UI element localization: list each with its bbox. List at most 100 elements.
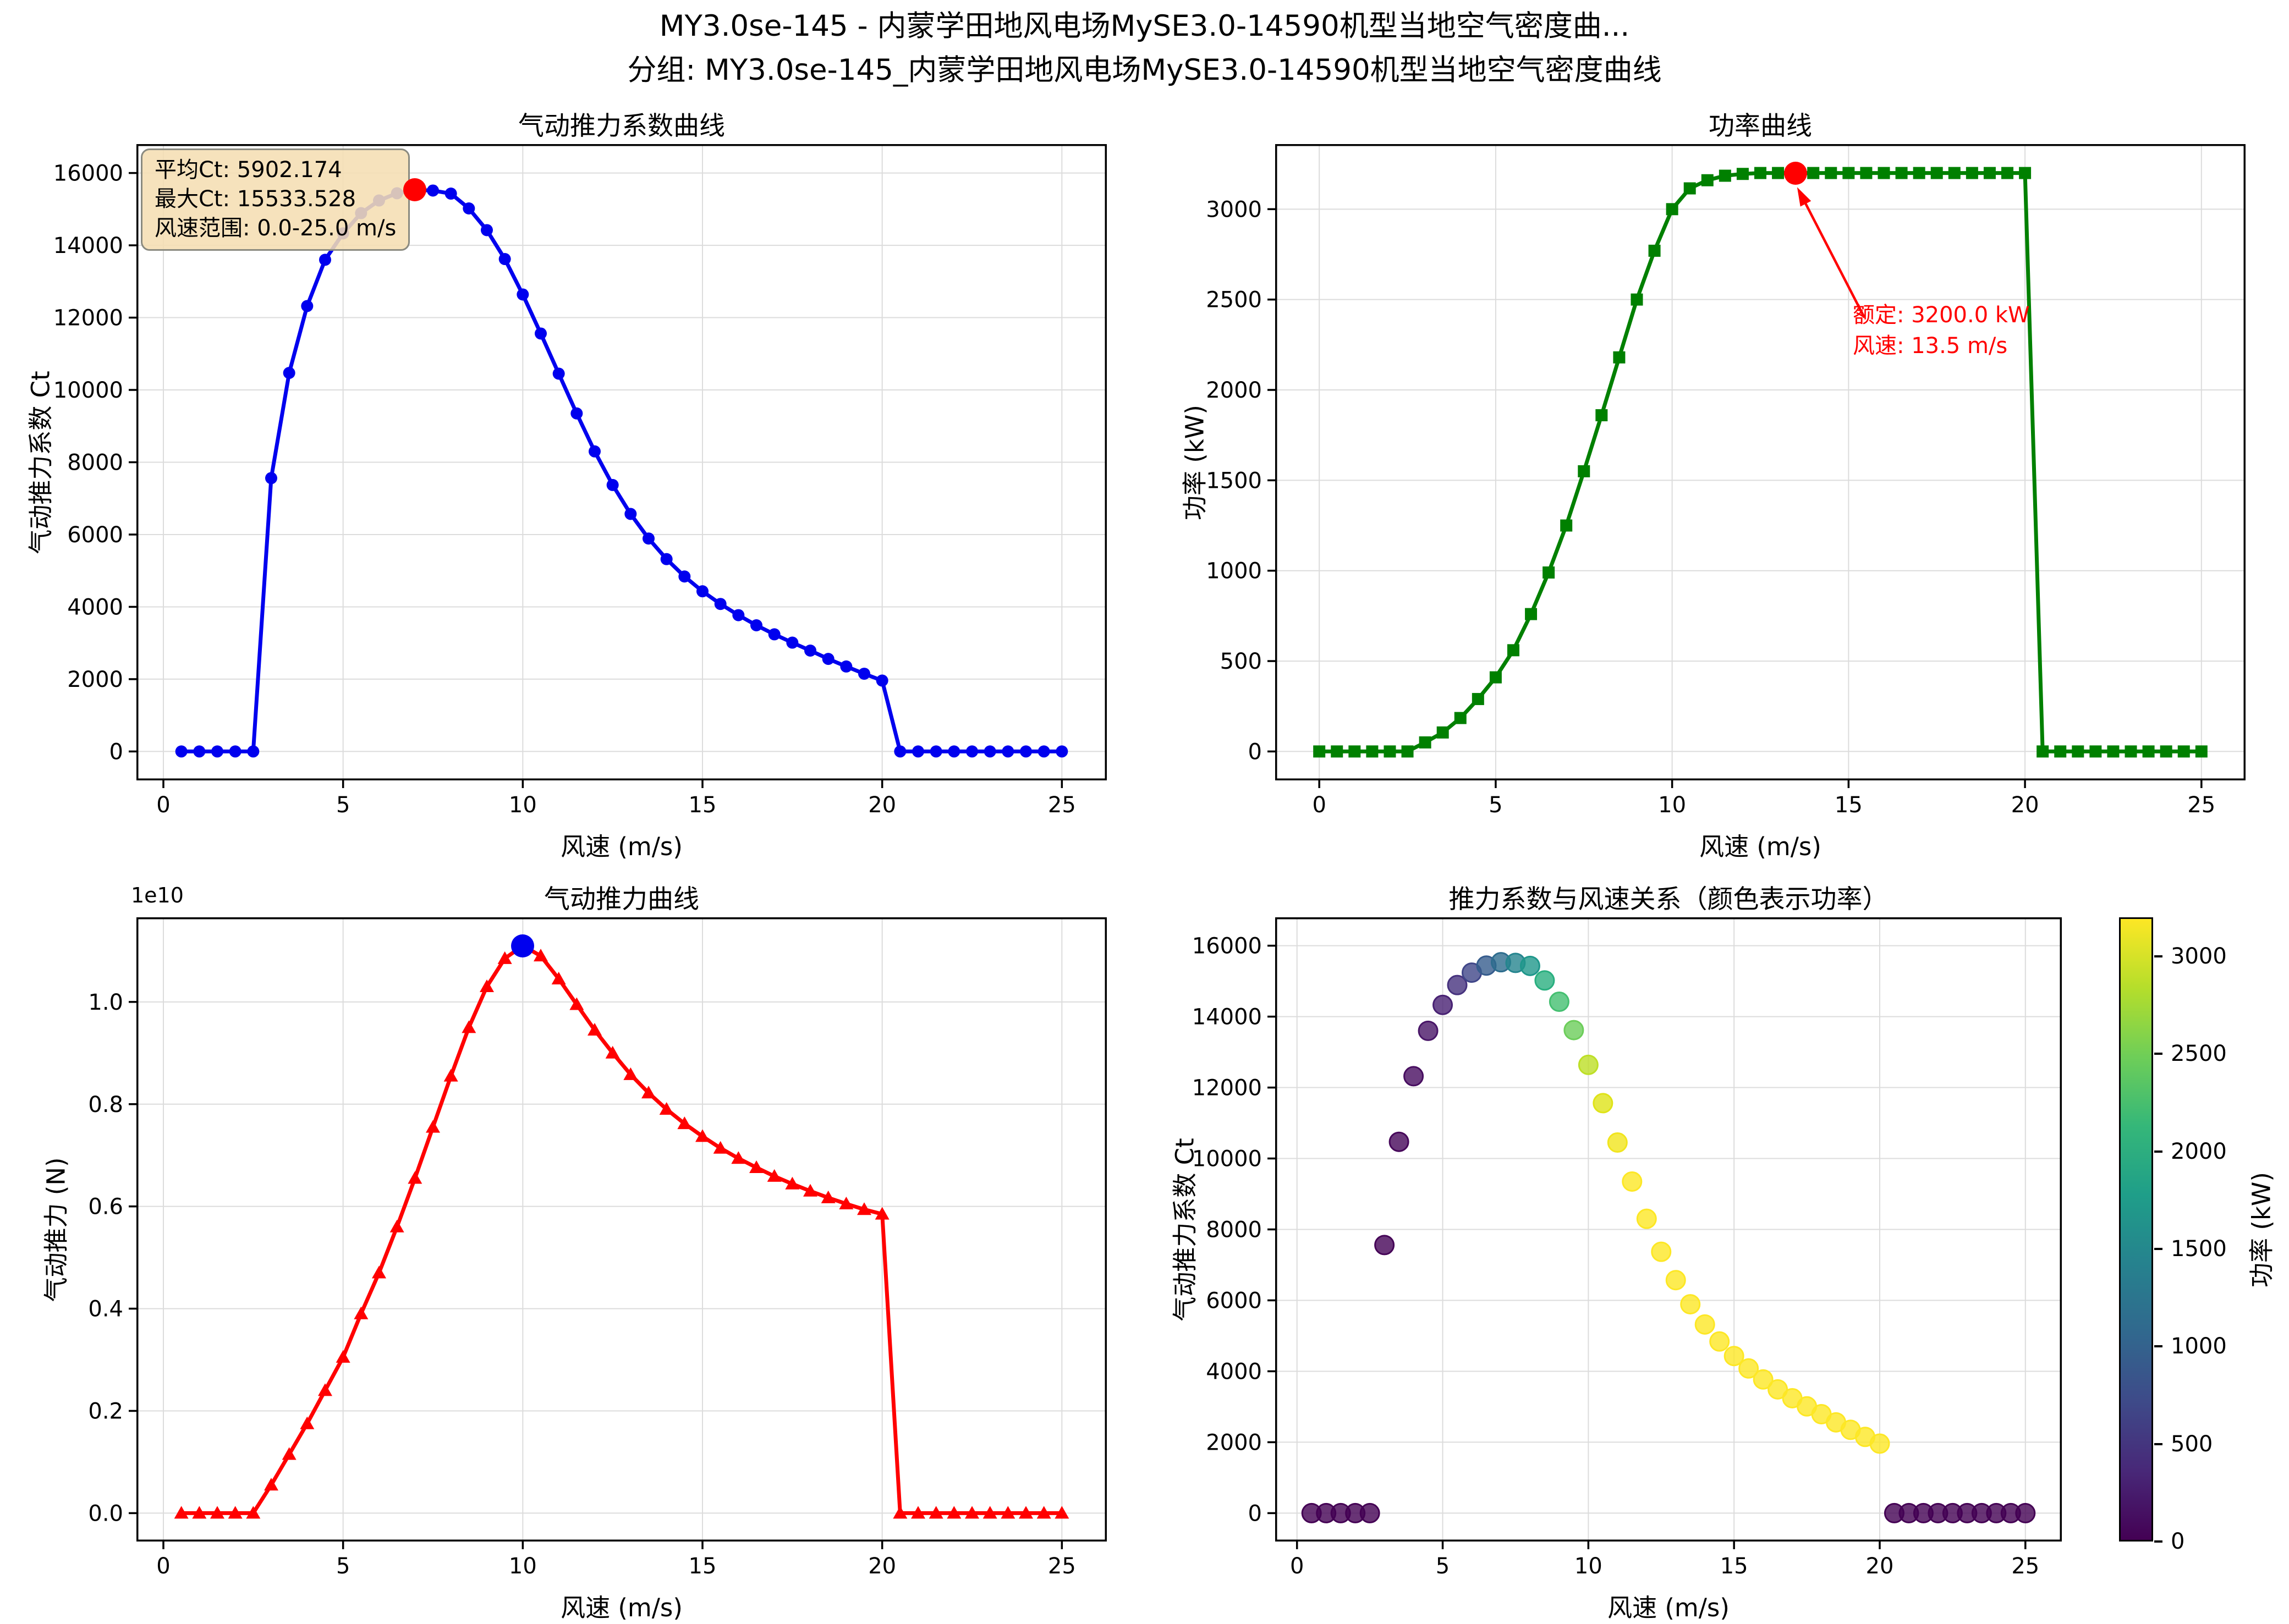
svg-text:0: 0 <box>1248 1501 1262 1526</box>
svg-text:25: 25 <box>2187 792 2215 818</box>
y-axis-label: 功率 (kW) <box>1180 404 1210 520</box>
stats-annotation-box: 平均Ct: 5902.174 最大Ct: 15533.528 风速范围: 0.0… <box>141 148 410 251</box>
colorbar-tick-label: 2500 <box>2171 1041 2227 1067</box>
rated-wind-text: 风速: 13.5 m/s <box>1853 333 2008 359</box>
svg-text:6000: 6000 <box>67 522 123 548</box>
svg-text:0: 0 <box>1248 739 1262 764</box>
y-axis-label: 气动推力系数 Ct <box>26 370 56 554</box>
colorbar-tick <box>2154 1053 2162 1055</box>
svg-text:4000: 4000 <box>1206 1359 1262 1384</box>
rated-power-annotation: 额定: 3200.0 kW 风速: 13.5 m/s <box>1853 300 2030 361</box>
svg-text:10: 10 <box>509 792 537 818</box>
svg-text:2000: 2000 <box>67 667 123 692</box>
svg-text:20: 20 <box>868 792 896 818</box>
subplot-thrust-curve: 气动推力曲线 气动推力 (N) 风速 (m/s) 1e10 0 5 10 15 20 25… <box>42 883 1107 1622</box>
colorbar-tick <box>2154 955 2162 957</box>
stats-max-ct: 最大Ct: 15533.528 <box>155 186 356 212</box>
subplot-title: 气动推力曲线 <box>544 884 699 915</box>
svg-text:0: 0 <box>1290 1554 1304 1579</box>
colorbar-label: 功率 (kW) <box>2247 1171 2276 1287</box>
svg-text:0: 0 <box>1312 792 1326 818</box>
svg-text:0: 0 <box>156 1554 170 1579</box>
svg-text:10000: 10000 <box>53 378 123 403</box>
max-ct-marker <box>403 178 427 202</box>
svg-text:12000: 12000 <box>1192 1076 1262 1101</box>
subplot-title: 功率曲线 <box>1709 111 1812 141</box>
x-axis-label: 风速 (m/s) <box>561 1593 683 1622</box>
colorbar-tick-label: 1500 <box>2171 1236 2227 1262</box>
svg-text:500: 500 <box>1220 649 1262 674</box>
svg-text:0: 0 <box>156 792 170 818</box>
svg-text:1000: 1000 <box>1206 559 1262 584</box>
x-axis-label: 风速 (m/s) <box>561 832 683 861</box>
figure-title: MY3.0se-145 - 内蒙学田地风电场MySE3.0-14590机型当地空… <box>0 4 2289 92</box>
svg-text:4000: 4000 <box>67 594 123 620</box>
colorbar-tick <box>2154 1540 2162 1543</box>
svg-text:10000: 10000 <box>1192 1147 1262 1172</box>
svg-text:14000: 14000 <box>53 233 123 258</box>
svg-text:15: 15 <box>689 1554 717 1579</box>
colorbar-gradient <box>2119 917 2153 1542</box>
svg-text:5: 5 <box>336 1554 350 1579</box>
svg-text:25: 25 <box>2011 1554 2039 1579</box>
svg-text:5: 5 <box>1489 792 1502 818</box>
svg-text:0: 0 <box>109 739 123 764</box>
colorbar-tick-label: 500 <box>2171 1431 2213 1457</box>
ct-curve-plot: 0 5 10 15 20 25 0 2000 4000 6000 8000 10000 12000 140… <box>53 144 1107 818</box>
figure-title-line1: MY3.0se-145 - 内蒙学田地风电场MySE3.0-14590机型当地空… <box>659 9 1630 43</box>
subplot-power-curve: 功率曲线 功率 (kW) 风速 (m/s) 0 5 10 15 20 25 0 500 1000… <box>1181 111 2246 861</box>
colorbar-tick-label: 1000 <box>2171 1334 2227 1359</box>
svg-text:6000: 6000 <box>1206 1288 1262 1313</box>
subplot-title: 推力系数与风速关系（颜色表示功率） <box>1448 884 1889 915</box>
svg-text:2000: 2000 <box>1206 378 1262 403</box>
thrust-curve-plot: 0 5 10 15 20 25 0.0 0.2 0.4 0.6 0.8 1.0 <box>88 917 1107 1579</box>
svg-text:8000: 8000 <box>1206 1218 1262 1243</box>
svg-text:20: 20 <box>2011 792 2039 818</box>
colorbar-tick <box>2154 1345 2162 1348</box>
colorbar-tick <box>2154 1247 2162 1250</box>
svg-text:0.4: 0.4 <box>88 1297 123 1322</box>
svg-text:1500: 1500 <box>1206 468 1262 493</box>
svg-text:15: 15 <box>1835 792 1863 818</box>
colorbar-tick-label: 0 <box>2171 1529 2185 1554</box>
svg-text:15: 15 <box>1720 1554 1748 1579</box>
subplot-ct-curve: 气动推力系数曲线 气动推力系数 Ct 风速 (m/s) 0 5 10 15 20 25 0 2… <box>26 111 1107 861</box>
max-thrust-marker <box>511 934 535 957</box>
colorbar-tick-label: 2000 <box>2171 1138 2227 1164</box>
svg-text:0.8: 0.8 <box>88 1092 123 1117</box>
y-axis-label: 气动推力 (N) <box>41 1157 71 1302</box>
colorbar: 0 500 1000 1500 2000 2500 3000 功率 (kW) <box>2119 917 2276 1554</box>
svg-text:8000: 8000 <box>67 450 123 476</box>
svg-text:10: 10 <box>1574 1554 1602 1579</box>
svg-text:2500: 2500 <box>1206 288 1262 313</box>
svg-text:14000: 14000 <box>1192 1005 1262 1030</box>
rated-power-text: 额定: 3200.0 kW <box>1853 302 2030 328</box>
ct-scatter-plot: 0 5 10 15 20 25 0 2000 4000 6000 8000 10000 12000 140… <box>1192 917 2062 1579</box>
colorbar-tick-label: 3000 <box>2171 943 2227 969</box>
rated-point-marker <box>1784 161 1808 185</box>
svg-text:12000: 12000 <box>53 306 123 331</box>
colorbar-tick <box>2154 1150 2162 1153</box>
y-axis-offset-text: 1e10 <box>131 883 184 907</box>
x-axis-label: 风速 (m/s) <box>1699 832 1821 861</box>
svg-text:3000: 3000 <box>1206 197 1262 222</box>
svg-text:10: 10 <box>509 1554 537 1579</box>
svg-text:16000: 16000 <box>53 161 123 186</box>
svg-text:20: 20 <box>1866 1554 1894 1579</box>
colorbar-tick <box>2154 1443 2162 1445</box>
svg-text:0.0: 0.0 <box>88 1501 123 1526</box>
svg-text:25: 25 <box>1048 1554 1076 1579</box>
svg-text:1.0: 1.0 <box>88 990 123 1015</box>
svg-text:0.6: 0.6 <box>88 1194 123 1220</box>
power-curve-plot: 0 5 10 15 20 25 0 500 1000 1500 2000 2500 3000 <box>1206 144 2246 818</box>
svg-text:16000: 16000 <box>1192 934 1262 959</box>
stats-mean-ct: 平均Ct: 5902.174 <box>155 157 342 183</box>
stats-wind-range: 风速范围: 0.0-25.0 m/s <box>155 215 397 241</box>
svg-text:15: 15 <box>689 792 717 818</box>
svg-text:5: 5 <box>1436 1554 1450 1579</box>
svg-text:2000: 2000 <box>1206 1430 1262 1455</box>
svg-text:5: 5 <box>336 792 350 818</box>
subplot-title: 气动推力系数曲线 <box>518 111 725 141</box>
